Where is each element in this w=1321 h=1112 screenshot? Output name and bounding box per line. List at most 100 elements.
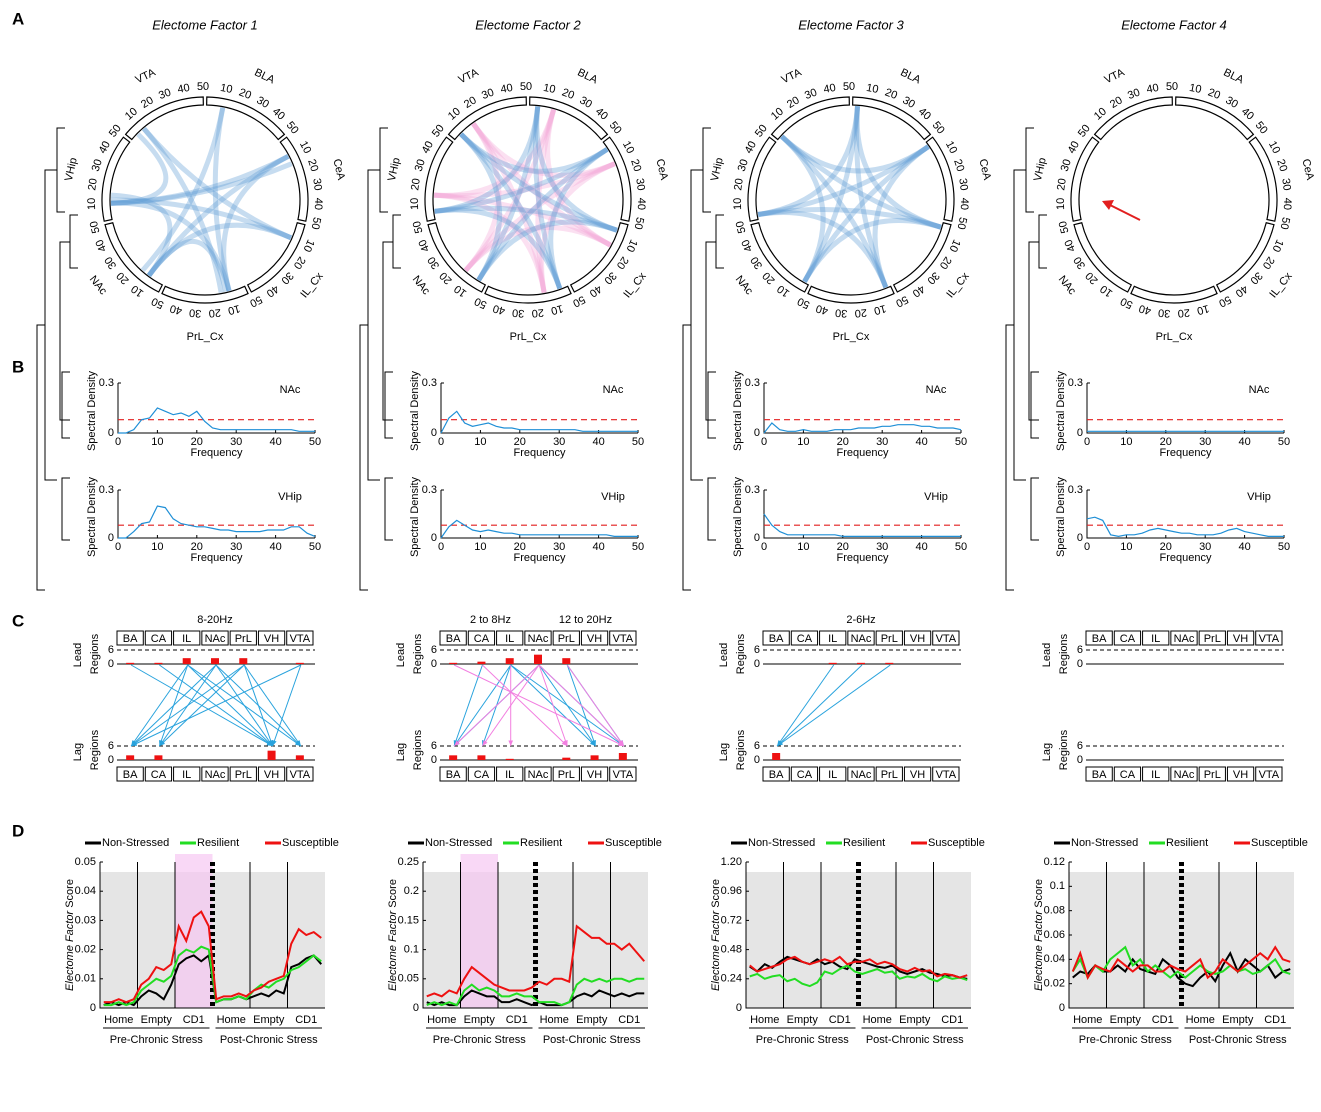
freq-tick-label: 20 [409,178,423,192]
chord-link [141,126,224,294]
chord-link [476,219,618,282]
region-label: PrL_Cx [833,331,870,343]
x-axis-label: Frequency [191,447,243,459]
band-label: 2-6Hz [846,614,875,626]
region-box-bottom [580,766,609,782]
x-tick-label: Empty [1110,1014,1142,1026]
region-label: VH [1233,633,1248,645]
arrow-head [563,740,568,746]
arrow [243,664,302,747]
y-tick-label: 0.3 [745,484,760,496]
y-axis-label: Regions [89,729,101,770]
freq-tick-label: 50 [197,81,209,93]
region-label: VHip [709,157,726,183]
chord-link [463,122,502,273]
x-tick-label: Home [1186,1014,1215,1026]
chord-link [463,161,616,273]
chord-link [872,144,930,289]
region-arc [484,285,572,304]
region-label: VTA [457,66,481,86]
chord-link [110,132,169,206]
freq-tick-label: 10 [1092,106,1109,123]
freq-tick-label: 20 [1055,178,1069,192]
region-arc [447,96,527,141]
lag-bar [154,755,163,760]
freq-tick-label: 20 [628,158,643,173]
region-label: NAc [205,769,226,781]
freq-tick-label: 20 [883,86,899,102]
freq-tick-label: 10 [452,282,469,299]
region-box-bottom [1198,766,1226,782]
freq-tick-label: 40 [94,238,110,254]
group-label: Post-Chronic Stress [220,1034,318,1046]
y-axis-label: Spectral Density [409,476,421,557]
region-label: VTA [1259,633,1280,645]
freq-tick-label: 20 [937,254,954,271]
region-arc [101,136,131,222]
freq-tick-label: 10 [301,238,317,254]
chart-title: Electome Factor 2 [475,17,581,32]
lag-bar [449,755,458,760]
region-label: PrL [1204,633,1221,645]
freq-tick-label: 10 [1195,302,1210,317]
lead-bar [295,662,304,664]
y-tick-label: 0.08 [1044,905,1065,917]
x-tick-label: 30 [1199,436,1211,448]
region-arc [892,222,952,293]
freq-tick-label: 10 [226,302,241,317]
freq-tick-label: 50 [843,81,855,93]
chord-link [476,147,609,282]
region-box-bottom [173,766,201,782]
freq-tick-label: 10 [943,139,959,155]
lead-label: Lead [395,643,407,667]
region-arc [1175,96,1255,141]
freq-tick-label: 20 [86,178,100,192]
y-tick-label: 0 [1077,754,1083,766]
x-tick-label: 50 [632,436,644,448]
freq-tick-label: 20 [1108,94,1125,111]
y-tick-label: 0 [431,658,437,670]
region-label: PrL [235,633,252,645]
legend-label: Non-Stressed [425,837,492,849]
freq-tick-label: 20 [208,306,221,319]
region-box-top [903,630,932,646]
freq-tick-label: 50 [88,220,103,235]
region-label: CA [474,633,490,645]
panel-letter: D [12,821,24,840]
panel-region: NAc [603,384,624,396]
freq-tick-label: 50 [1076,123,1093,140]
freq-tick-label: 50 [107,123,124,140]
region-box-top [1170,630,1198,646]
freq-tick-label: 20 [114,269,131,286]
freq-tick-label: 10 [123,106,140,123]
freq-tick-label: 10 [129,282,146,299]
x-tick-label: Empty [464,1014,496,1026]
y-tick-label: 0.2 [404,885,419,897]
chord-link [459,132,503,282]
red-arrow [1102,200,1141,221]
freq-tick-label: 10 [620,139,636,155]
arrow-head [618,740,624,746]
chord-link [459,132,618,233]
region-box-bottom [1226,766,1255,782]
freq-tick-label: 30 [480,86,496,102]
x-tick-label: 10 [474,541,486,553]
chord-link [221,154,290,292]
x-tick-label: CD1 [829,1014,851,1026]
chord-link [459,132,609,174]
freq-tick-label: 10 [549,302,564,317]
x-tick-label: Empty [787,1014,819,1026]
bracket [367,169,380,481]
x-tick-label: 0 [1084,541,1090,553]
arrow [453,664,540,747]
y-tick-label: 0 [1059,1002,1065,1014]
y-axis-label-part: Electome Factor [387,910,399,991]
spectrum-line [118,505,316,539]
bracket [61,477,70,541]
freq-tick-label: 50 [753,123,770,140]
region-box-bottom [229,766,257,782]
freq-tick-label: 40 [916,106,933,123]
freq-tick-label: 50 [411,220,426,235]
arrow [272,664,302,747]
y-axis-label: Electome Factor Score [387,879,399,991]
